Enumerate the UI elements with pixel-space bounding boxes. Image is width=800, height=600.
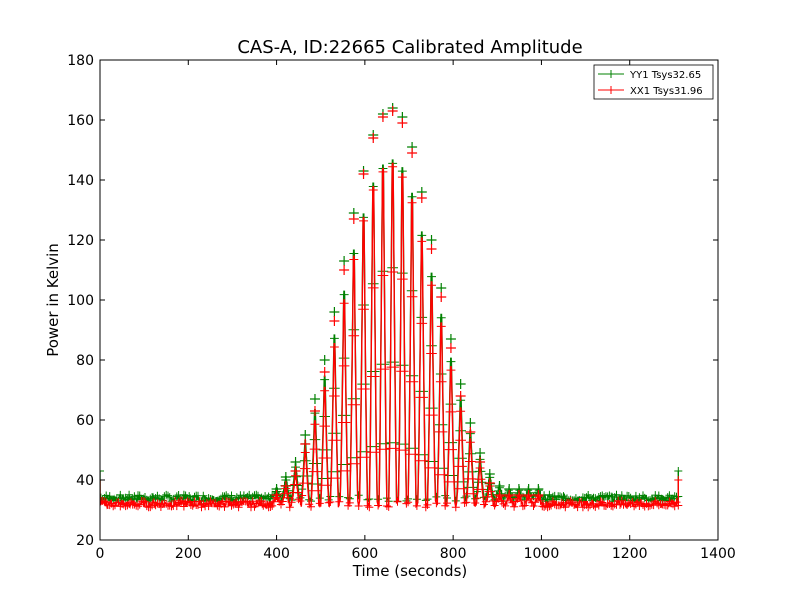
series-layer (100, 103, 683, 512)
legend-box (593, 64, 714, 100)
x-tick-label: 1000 (524, 546, 560, 562)
peak-point (455, 391, 466, 401)
peak-point (280, 472, 291, 482)
ticks-layer: 0 200 400 600 800 1000 1200 1400 20 40 60 80 100 120 1… (67, 53, 736, 562)
peak-point (377, 112, 388, 122)
peak-point (455, 379, 466, 389)
peak-point (290, 457, 301, 467)
peak-point (309, 406, 320, 416)
peak-point (300, 439, 311, 449)
y-tick-label: 140 (67, 173, 94, 189)
peak-point (465, 418, 476, 428)
legend-marker-xx1 (607, 86, 615, 94)
x-tick-label: 0 (96, 546, 105, 562)
y-tick-label: 20 (76, 533, 94, 549)
chart-title: CAS-A, ID:22665 Calibrated Amplitude (237, 37, 582, 58)
peak-point (348, 214, 359, 224)
peak-point (445, 343, 456, 353)
peak-point (339, 265, 350, 275)
peak-point (280, 481, 291, 491)
peak-point (426, 244, 437, 254)
peak-point (300, 430, 311, 440)
peak-point (329, 307, 340, 317)
peak-point (339, 256, 350, 266)
x-tick-label: 600 (351, 546, 378, 562)
legend-marker-yy1 (607, 70, 615, 78)
peak-point (504, 490, 515, 500)
peak-point (416, 193, 427, 203)
peak-point (533, 490, 544, 500)
peak-point (387, 106, 398, 116)
peak-point (523, 490, 534, 500)
peak-point (329, 316, 340, 326)
peak-point (358, 169, 369, 179)
peak-point (484, 469, 495, 479)
y-tick-label: 160 (67, 113, 94, 129)
y-tick-label: 40 (76, 473, 94, 489)
peak-point (426, 235, 437, 245)
y-tick-label: 100 (67, 293, 94, 309)
peak-point (397, 118, 408, 128)
peak-point (445, 334, 456, 344)
legend: YY1 Tsys32.65 XX1 Tsys31.96 (593, 64, 714, 100)
x-tick-label: 1400 (700, 546, 736, 562)
y-tick-label: 120 (67, 233, 94, 249)
peak-point (494, 481, 505, 491)
series-1 (100, 106, 683, 512)
peak-point (465, 427, 476, 437)
x-tick-label: 400 (263, 546, 290, 562)
peak-point (436, 292, 447, 302)
legend-label-xx1: XX1 Tsys31.96 (630, 86, 703, 97)
peak-point (271, 490, 282, 500)
peak-point (290, 466, 301, 476)
peak-point (475, 457, 486, 467)
y-tick-label: 80 (76, 353, 94, 369)
y-tick-label: 180 (67, 53, 94, 69)
x-tick-label: 800 (440, 546, 467, 562)
peak-point (436, 283, 447, 293)
peak-point (475, 448, 486, 458)
peak-point (513, 490, 524, 500)
peak-point (309, 394, 320, 404)
y-tick-label: 60 (76, 413, 94, 429)
peak-point (484, 478, 495, 488)
peak-point (319, 355, 330, 365)
x-tick-label: 200 (175, 546, 202, 562)
x-tick-label: 1200 (612, 546, 648, 562)
y-axis-label: Power in Kelvin (44, 243, 62, 357)
x-axis-label: Time (seconds) (352, 562, 468, 580)
peak-point (368, 133, 379, 143)
peak-point (407, 148, 418, 158)
legend-label-yy1: YY1 Tsys32.65 (629, 70, 701, 81)
peak-point (494, 490, 505, 500)
peak-point (319, 367, 330, 377)
